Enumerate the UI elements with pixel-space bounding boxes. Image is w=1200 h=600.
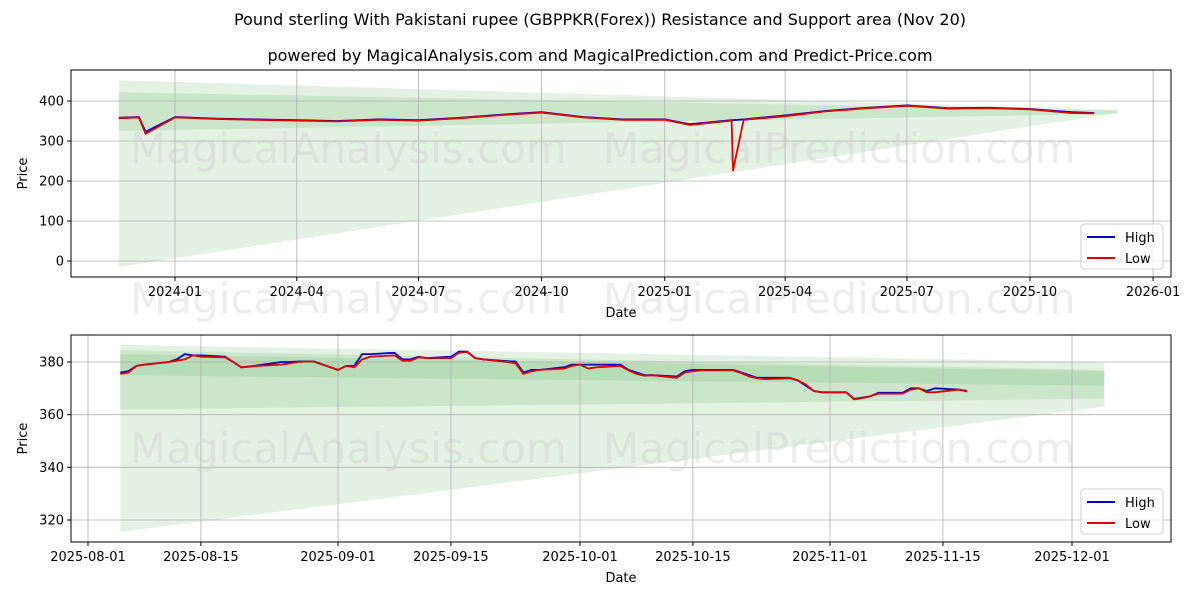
x-tick-label: 2024-01	[148, 285, 202, 300]
y-tick-label: 100	[39, 215, 64, 230]
chart-title: Pound sterling With Pakistani rupee (GBP…	[233, 10, 967, 29]
x-tick-label: 2025-12-01	[1034, 550, 1110, 565]
price-lines	[120, 350, 968, 401]
x-tick-label: 2024-07	[391, 285, 445, 300]
legend: High Low	[1080, 223, 1164, 270]
y-tick-label: 0	[56, 255, 64, 270]
watermark: MagicalAnalysis.com	[130, 274, 567, 323]
legend: High Low	[1080, 488, 1164, 535]
legend-high-label: High	[1125, 231, 1155, 246]
band-area	[120, 350, 1105, 410]
x-tick-label: 2025-10	[1003, 285, 1057, 300]
x-tick-label: 2025-09-01	[300, 550, 376, 565]
watermark: MagicalAnalysis.com	[130, 424, 567, 473]
grid	[71, 70, 1171, 277]
x-tick-label: 2025-01	[638, 285, 692, 300]
y-tick-label: 200	[39, 175, 64, 190]
y-tick-label: 380	[39, 356, 64, 371]
x-tick-label: 2025-10-01	[542, 550, 618, 565]
x-axis-label: Date	[605, 571, 636, 586]
y-tick-label: 300	[39, 135, 64, 150]
legend-low-label: Low	[1125, 517, 1151, 532]
y-tick-label: 320	[39, 514, 64, 529]
chart-subtitle: powered by MagicalAnalysis.com and Magic…	[267, 46, 933, 65]
axes-frame	[70, 334, 1172, 543]
x-tick-label: 2025-11-01	[792, 550, 868, 565]
chart-panel-2: MagicalAnalysis.com MagicalPrediction.com…	[16, 334, 1172, 586]
x-tick-label: 2025-07	[880, 285, 934, 300]
x-tick-label: 2024-10	[514, 285, 568, 300]
y-tick-label: 340	[39, 461, 64, 476]
x-tick-label: 2026-01	[1126, 285, 1180, 300]
resistance-support-bands	[118, 80, 1117, 267]
series-low-line	[118, 104, 1095, 172]
legend-high-label: High	[1125, 496, 1155, 511]
x-tick-label: 2024-04	[270, 285, 324, 300]
y-tick-label: 360	[39, 408, 64, 423]
watermark: MagicalPrediction.com	[603, 424, 1076, 473]
grid	[71, 335, 1171, 542]
x-tick-label: 2025-11-15	[905, 550, 981, 565]
y-tick-label: 400	[39, 95, 64, 110]
y-axis-label: Price	[16, 158, 31, 190]
legend-low-label: Low	[1125, 252, 1151, 267]
watermark: MagicalAnalysis.com	[130, 124, 567, 173]
watermark: MagicalPrediction.com	[603, 274, 1076, 323]
series-low-line	[120, 351, 968, 401]
band-area	[118, 80, 1117, 267]
x-tick-label: 2025-09-15	[413, 550, 489, 565]
x-tick-label: 2025-04	[758, 285, 812, 300]
chart-panel-1: MagicalAnalysis.com MagicalPrediction.com…	[16, 69, 1180, 323]
band-area	[118, 92, 1117, 131]
y-axis-label: Price	[16, 423, 31, 455]
price-lines	[118, 104, 1095, 172]
x-tick-label: 2025-08-15	[163, 550, 239, 565]
x-tick-label: 2025-08-01	[50, 550, 126, 565]
axes-frame	[70, 69, 1172, 278]
x-tick-label: 2025-10-15	[655, 550, 731, 565]
x-axis-label: Date	[605, 306, 636, 321]
watermark: MagicalPrediction.com	[603, 124, 1076, 173]
resistance-support-bands	[120, 344, 1105, 532]
band-area	[120, 344, 1105, 532]
